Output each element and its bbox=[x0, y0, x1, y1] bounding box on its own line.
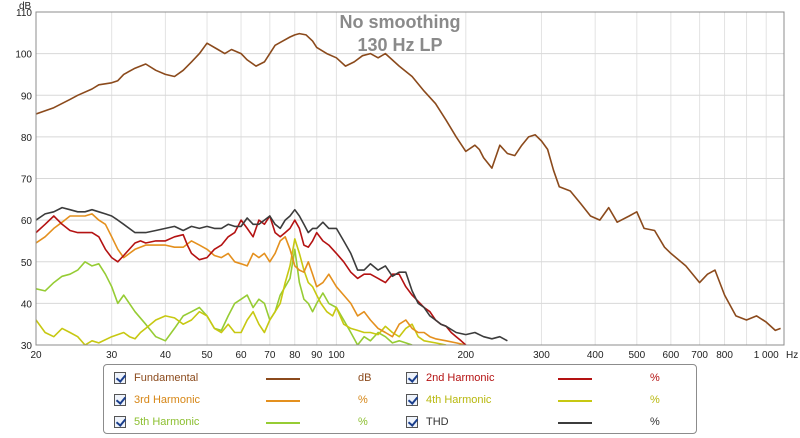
legend-swatch bbox=[266, 422, 300, 424]
legend-unit: % bbox=[650, 416, 660, 428]
x-tick-label: 600 bbox=[663, 350, 680, 361]
4th-harmonic-checkbox[interactable] bbox=[406, 394, 418, 406]
series-3rd-harmonic bbox=[36, 213, 466, 345]
x-tick-label: 60 bbox=[236, 350, 248, 361]
3rd-harmonic-checkbox[interactable] bbox=[114, 394, 126, 406]
y-axis-unit: dB bbox=[19, 1, 32, 12]
plot-frame bbox=[35, 11, 785, 346]
series-4th-harmonic bbox=[36, 238, 447, 345]
x-tick-label: 700 bbox=[691, 350, 708, 361]
y-tick-label: 100 bbox=[15, 50, 32, 61]
legend-item-4th-harmonic[interactable]: 4th Harmonic % bbox=[400, 391, 690, 411]
legend-label: 4th Harmonic bbox=[426, 394, 492, 406]
x-tick-label: 500 bbox=[628, 350, 645, 361]
legend-item-2nd-harmonic[interactable]: 2nd Harmonic % bbox=[400, 369, 690, 389]
legend-item-3rd-harmonic[interactable]: 3rd Harmonic % bbox=[108, 391, 398, 411]
y-tick-label: 70 bbox=[21, 175, 33, 186]
y-tick-label: 90 bbox=[21, 91, 33, 102]
legend-swatch bbox=[558, 422, 592, 424]
legend-unit: % bbox=[358, 394, 368, 406]
legend-unit: % bbox=[650, 372, 660, 384]
x-tick-label: 1 000 bbox=[754, 350, 779, 361]
x-axis-unit: Hz bbox=[786, 350, 798, 361]
legend-label: Fundamental bbox=[134, 372, 199, 384]
chart-title-line-2: 130 Hz LP bbox=[357, 35, 442, 55]
legend-swatch bbox=[558, 378, 592, 380]
legend: Fundamental dB 2nd Harmonic % 3rd Harmon… bbox=[103, 364, 697, 434]
x-tick-label: 30 bbox=[106, 350, 118, 361]
x-tick-label: 40 bbox=[160, 350, 172, 361]
y-tick-label: 30 bbox=[21, 341, 33, 352]
x-tick-label: 300 bbox=[533, 350, 550, 361]
legend-label: THD bbox=[426, 416, 449, 428]
x-tick-label: 20 bbox=[30, 350, 42, 361]
y-tick-label: 110 bbox=[16, 8, 32, 19]
legend-label: 2nd Harmonic bbox=[426, 372, 495, 384]
legend-item-5th-harmonic[interactable]: 5th Harmonic % bbox=[108, 413, 398, 433]
legend-swatch bbox=[266, 378, 300, 380]
2nd-harmonic-checkbox[interactable] bbox=[406, 372, 418, 384]
series-fundamental bbox=[36, 32, 781, 332]
legend-swatch bbox=[558, 400, 592, 402]
series-layer bbox=[36, 32, 781, 345]
y-tick-label: 60 bbox=[21, 216, 33, 227]
legend-unit: % bbox=[650, 394, 660, 406]
series-thd bbox=[36, 206, 508, 342]
x-tick-label: 800 bbox=[716, 350, 733, 361]
legend-label: 5th Harmonic bbox=[134, 416, 200, 428]
y-tick-label: 50 bbox=[21, 258, 33, 269]
x-tick-label: 90 bbox=[311, 350, 323, 361]
x-tick-label: 50 bbox=[201, 350, 213, 361]
series-5th-harmonic bbox=[36, 248, 413, 345]
x-tick-label: 400 bbox=[587, 350, 604, 361]
x-tick-label: 100 bbox=[328, 350, 345, 361]
x-tick-label: 80 bbox=[289, 350, 301, 361]
y-tick-label: 40 bbox=[21, 299, 33, 310]
thd-checkbox[interactable] bbox=[406, 416, 418, 428]
chart-title-line-1: No smoothing bbox=[340, 12, 461, 32]
fundamental-checkbox[interactable] bbox=[114, 372, 126, 384]
5th-harmonic-checkbox[interactable] bbox=[114, 416, 126, 428]
x-tick-label: 200 bbox=[457, 350, 474, 361]
legend-swatch bbox=[266, 400, 300, 402]
legend-item-thd[interactable]: THD % bbox=[400, 413, 690, 433]
x-tick-label: 70 bbox=[264, 350, 276, 361]
legend-unit: % bbox=[358, 416, 368, 428]
legend-label: 3rd Harmonic bbox=[134, 394, 201, 406]
legend-item-fundamental[interactable]: Fundamental dB bbox=[108, 369, 398, 389]
legend-unit: dB bbox=[358, 372, 372, 384]
y-tick-label: 80 bbox=[21, 133, 33, 144]
grid-layer bbox=[36, 11, 784, 346]
